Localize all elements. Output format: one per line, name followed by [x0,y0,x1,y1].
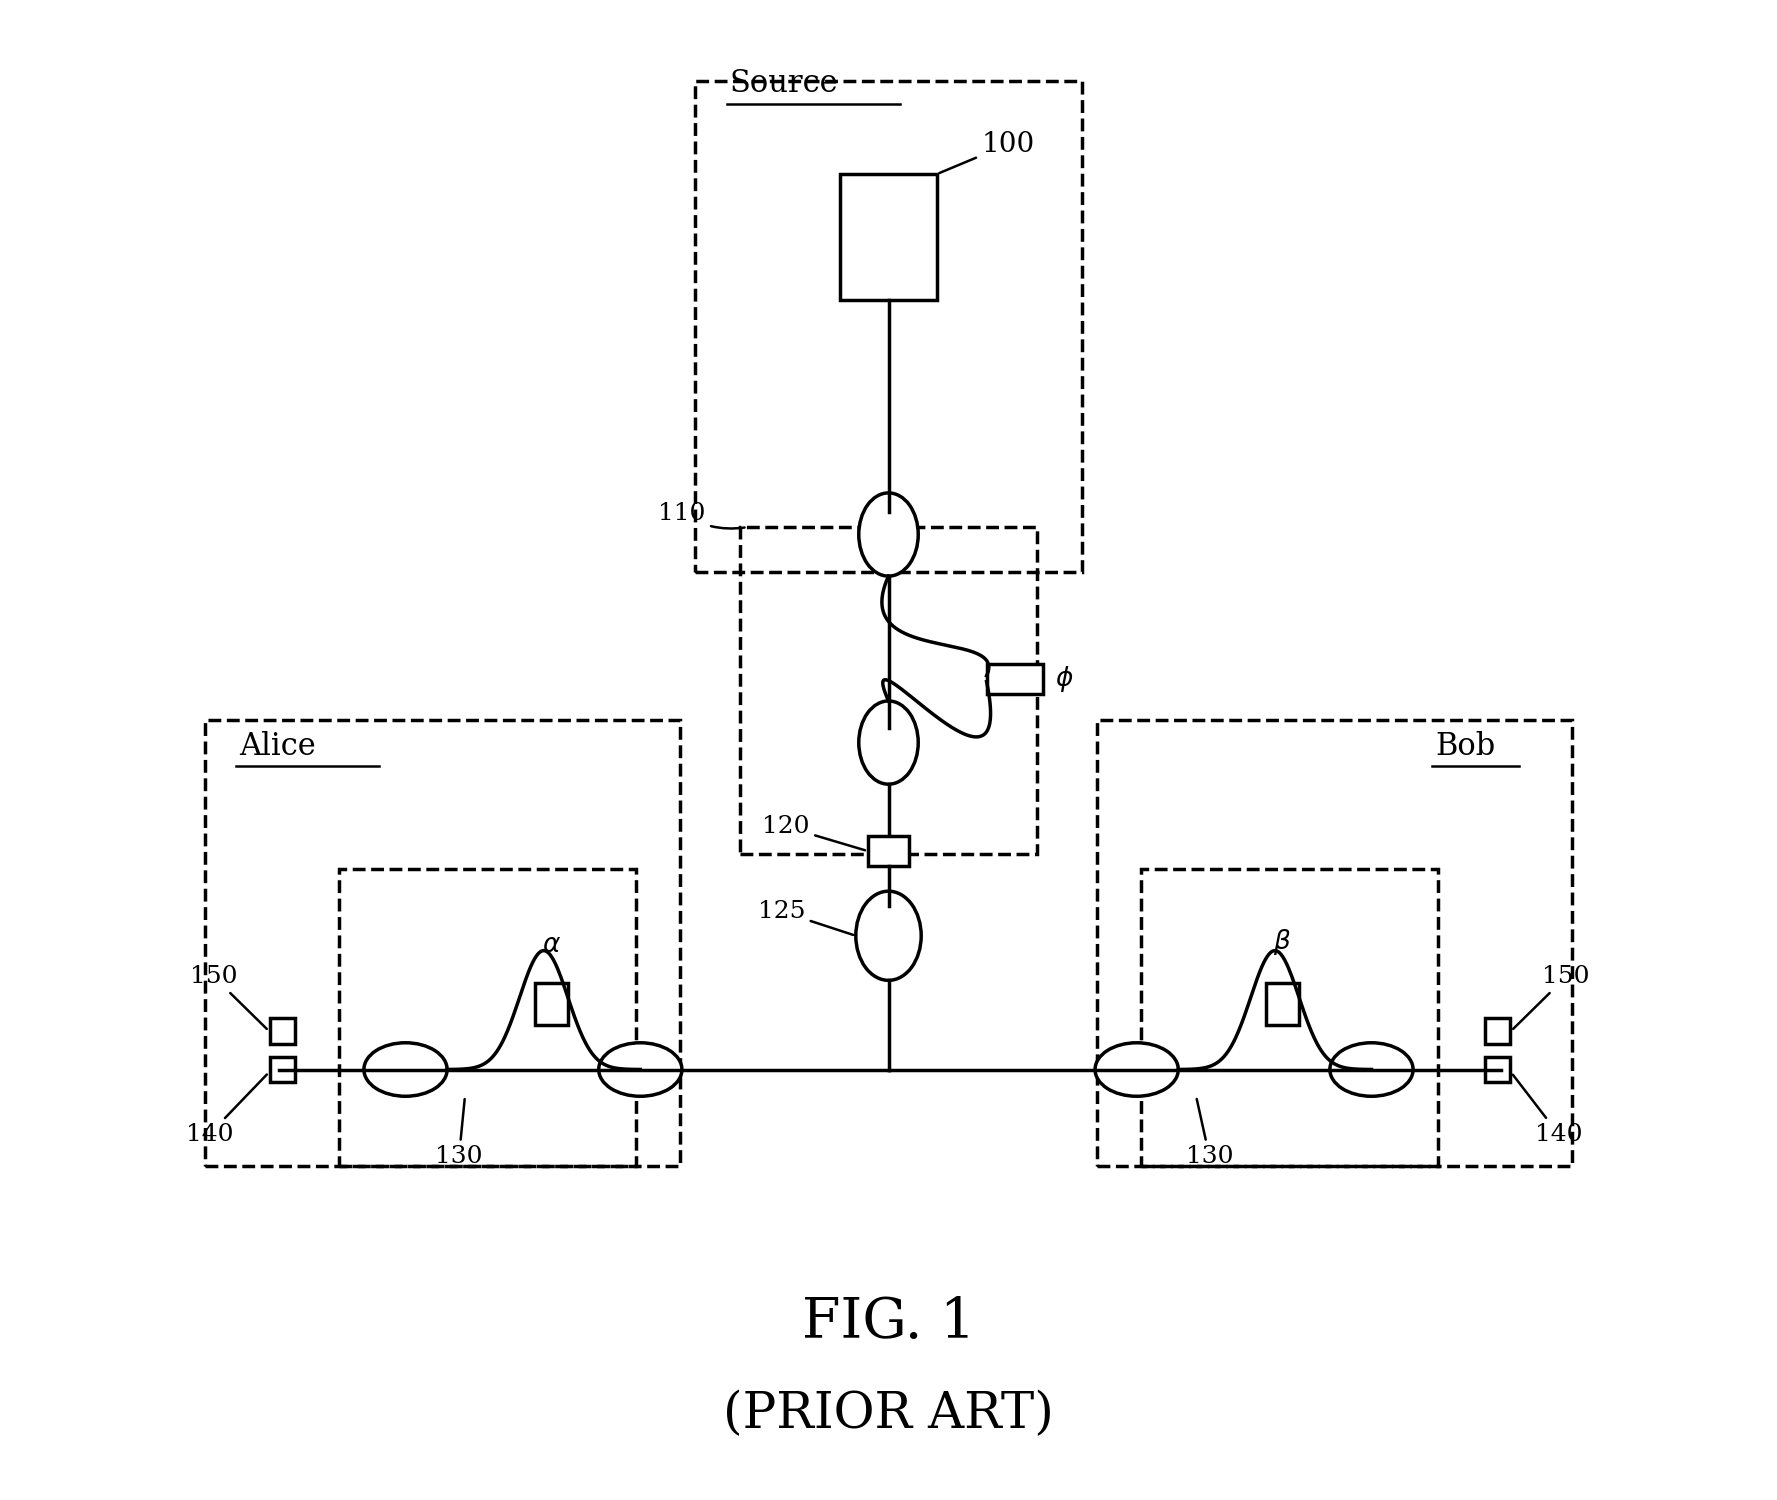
Text: 125: 125 [757,900,853,934]
Bar [270,1019,295,1044]
Ellipse shape [364,1042,448,1096]
Text: Alice: Alice [240,730,316,762]
Text: 140: 140 [185,1074,267,1146]
Ellipse shape [858,700,919,784]
Text: 130: 130 [1185,1100,1233,1168]
Ellipse shape [1329,1042,1413,1096]
Text: Bob: Bob [1436,730,1496,762]
Text: 110: 110 [657,501,745,528]
Text: 150: 150 [190,966,267,1029]
Text: 130: 130 [435,1100,483,1168]
Ellipse shape [1095,1042,1178,1096]
Text: 120: 120 [762,815,865,850]
Ellipse shape [858,494,919,576]
Text: $\phi$: $\phi$ [1056,663,1073,693]
Bar [1486,1019,1510,1044]
Bar [1486,1058,1510,1082]
Bar [841,174,936,300]
Text: 150: 150 [1514,966,1590,1029]
Text: 100: 100 [940,130,1034,172]
Ellipse shape [599,1042,682,1096]
Bar [867,836,910,866]
Text: 140: 140 [1512,1074,1583,1146]
Text: $\beta$: $\beta$ [1274,927,1292,957]
Text: $\alpha$: $\alpha$ [542,932,562,957]
Text: (PRIOR ART): (PRIOR ART) [723,1389,1054,1438]
Text: Source: Source [730,68,839,99]
Bar [270,1058,295,1082]
Ellipse shape [857,891,920,981]
Bar [1265,984,1299,1024]
Bar [986,664,1043,693]
Bar [535,984,567,1024]
Text: FIG. 1: FIG. 1 [801,1294,976,1350]
